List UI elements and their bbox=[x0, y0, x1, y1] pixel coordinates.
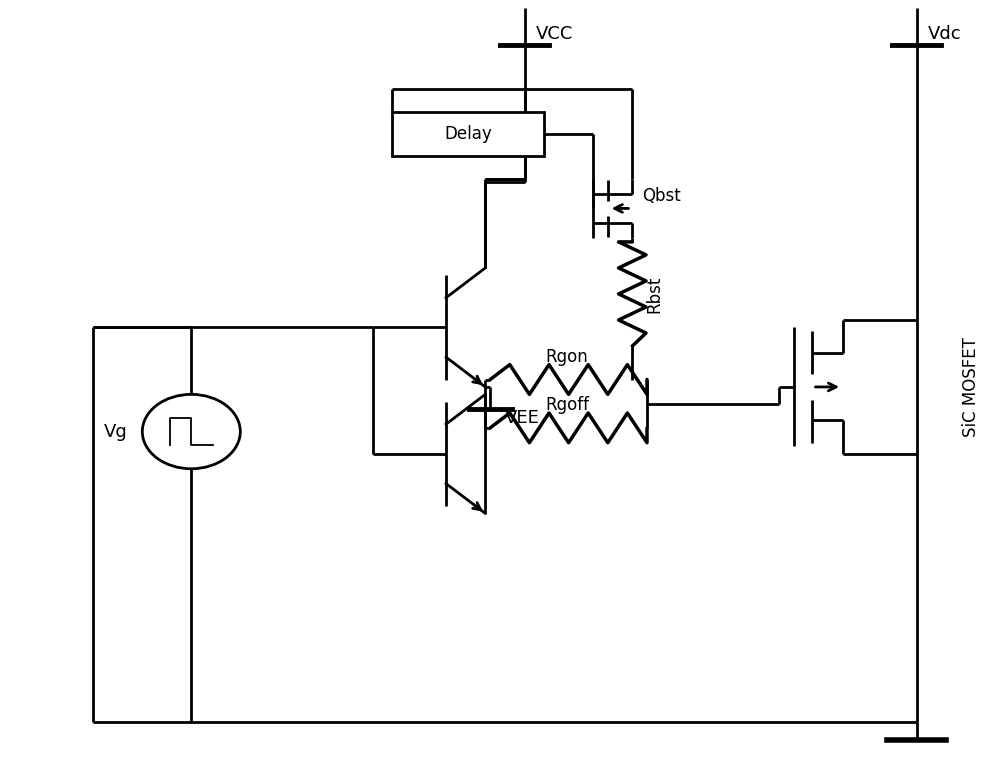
Text: SiC MOSFET: SiC MOSFET bbox=[962, 337, 980, 437]
Text: Vdc: Vdc bbox=[928, 24, 962, 43]
Text: VCC: VCC bbox=[536, 24, 574, 43]
Bar bbox=[392, 112, 544, 156]
Text: VEE: VEE bbox=[505, 409, 540, 427]
Text: Vg: Vg bbox=[104, 423, 128, 440]
Text: Delay: Delay bbox=[444, 125, 492, 143]
Text: Rgon: Rgon bbox=[545, 348, 588, 366]
Text: Rbst: Rbst bbox=[645, 276, 663, 313]
Text: Qbst: Qbst bbox=[642, 187, 681, 205]
Text: Rgoff: Rgoff bbox=[545, 396, 589, 414]
